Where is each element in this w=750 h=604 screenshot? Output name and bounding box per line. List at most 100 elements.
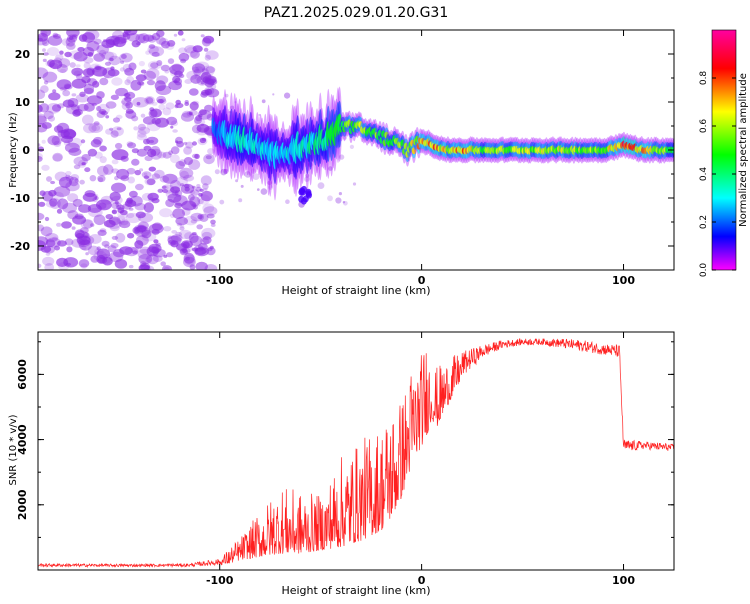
noise-blob [153, 239, 159, 244]
noise-blob [64, 142, 80, 153]
noise-blob [179, 170, 189, 180]
noise-blob [199, 137, 207, 144]
noise-blob [86, 67, 95, 76]
noise-blob [342, 201, 346, 204]
noise-blob [78, 159, 87, 168]
x-tick-label: 0 [418, 274, 426, 287]
noise-blob [152, 255, 163, 262]
noise-blob [111, 77, 123, 86]
noise-blob [202, 236, 212, 245]
noise-blob [224, 93, 229, 98]
noise-blob [183, 146, 193, 155]
spectrogram-marks [38, 30, 674, 270]
noise-blob [198, 198, 204, 204]
noise-blob [81, 154, 91, 162]
noise-blob [38, 32, 49, 42]
noise-blob [115, 203, 120, 207]
noise-blob [84, 30, 100, 40]
noise-blob [56, 222, 62, 227]
noise-blob [192, 45, 203, 53]
snr-series-line [38, 338, 674, 569]
noise-blob [38, 113, 47, 125]
noise-blob [214, 169, 220, 175]
noise-blob [42, 71, 58, 83]
noise-blob [38, 201, 46, 207]
noise-blob [52, 33, 61, 39]
noise-blob [52, 32, 59, 38]
noise-blob [41, 39, 50, 46]
noise-blob [210, 223, 216, 227]
noise-blob [178, 73, 185, 79]
noise-blob [87, 245, 100, 256]
noise-blob [119, 67, 125, 72]
noise-blob [80, 139, 86, 144]
noise-blob [191, 232, 197, 236]
noise-blob [72, 215, 87, 225]
noise-blob [92, 80, 100, 88]
noise-blob [107, 69, 120, 77]
noise-blob [207, 148, 215, 155]
noise-blob [169, 64, 185, 75]
noise-blob [116, 204, 125, 210]
noise-blob [146, 254, 159, 265]
noise-blob [78, 204, 92, 213]
noise-blob [80, 219, 93, 230]
spectrogram-x-ticks: -100 0 100 [206, 30, 635, 287]
noise-blob [193, 205, 198, 210]
noise-blob [99, 77, 109, 86]
noise-blob [126, 141, 134, 147]
noise-blob [171, 230, 178, 234]
noise-blob [111, 182, 126, 193]
noise-blob [220, 168, 227, 176]
noise-blob [72, 109, 81, 117]
noise-blob [163, 254, 168, 258]
noise-blob [89, 175, 97, 182]
noise-blob [72, 198, 83, 207]
noise-blob [178, 52, 190, 62]
noise-blob [205, 50, 219, 60]
noise-blob [165, 102, 175, 110]
noise-blob [194, 247, 210, 257]
noise-blob [49, 59, 63, 70]
noise-blob [65, 171, 72, 176]
noise-blob [163, 226, 172, 232]
noise-blob [134, 203, 146, 211]
y-tick-label: 6000 [16, 359, 29, 390]
noise-blob [56, 208, 63, 214]
noise-blob [209, 245, 214, 250]
noise-blob [41, 164, 50, 171]
noise-blob [327, 195, 333, 202]
noise-blob [97, 103, 110, 115]
noise-blob [154, 80, 166, 92]
snr-x-ticks: -100 0 100 [206, 332, 635, 587]
noise-blob [38, 155, 43, 163]
noise-blob [66, 246, 73, 253]
noise-blob [126, 197, 133, 204]
noise-blob [38, 224, 45, 232]
noise-blob [45, 60, 51, 67]
noise-blob [190, 219, 197, 224]
noise-blob [61, 221, 72, 229]
noise-blob [192, 66, 199, 74]
noise-blob [205, 66, 216, 74]
noise-blob [171, 63, 183, 72]
noise-blob [80, 227, 89, 234]
noise-blob [66, 42, 76, 50]
noise-blob [103, 51, 118, 61]
noise-blob [97, 175, 106, 183]
noise-blob [132, 250, 138, 255]
colorbar-tick-label: 0.0 [699, 263, 709, 278]
noise-blob [49, 198, 58, 207]
noise-blob [203, 206, 218, 216]
noise-blob [62, 99, 75, 108]
colorbar-label: Normalized spectral amplitude [738, 73, 749, 227]
noise-blob [338, 154, 345, 160]
noise-blob [42, 190, 54, 202]
noise-blob [173, 33, 178, 37]
noise-blob [136, 148, 148, 157]
noise-blob [120, 60, 125, 64]
noise-blob [48, 92, 61, 101]
noise-blob [195, 61, 209, 71]
noise-blob [57, 240, 67, 247]
noise-blob [111, 149, 129, 161]
